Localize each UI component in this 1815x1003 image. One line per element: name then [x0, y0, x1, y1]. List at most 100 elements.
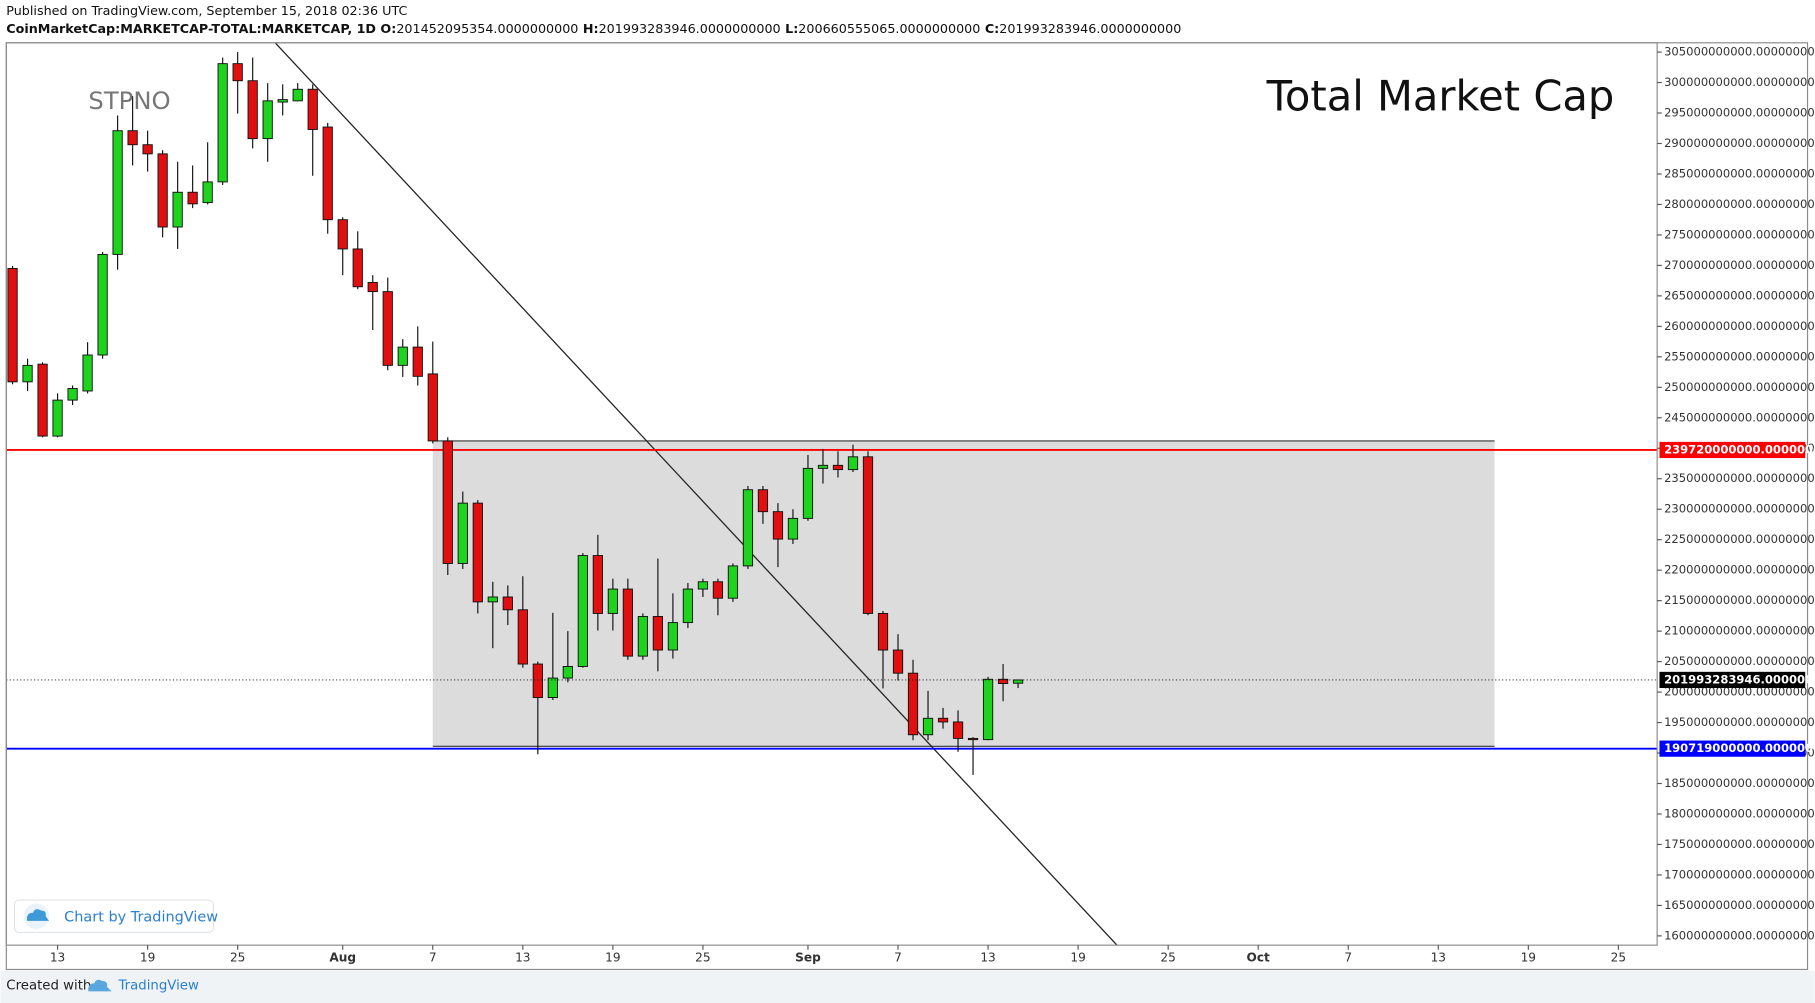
- candle-body: [457, 502, 468, 564]
- candle-body: [337, 219, 348, 250]
- x-tick-label: 25: [1160, 950, 1175, 964]
- badge-box[interactable]: [13, 899, 214, 934]
- price-label-box: [1659, 740, 1806, 757]
- candle-body: [112, 130, 123, 255]
- candle-body: [232, 63, 243, 82]
- x-tick-label: 13: [980, 950, 995, 964]
- last-price-label: 201993283946.0000000000: [1664, 672, 1815, 686]
- candle-body: [787, 517, 799, 540]
- candle-body: [277, 99, 288, 103]
- candle-body: [727, 565, 739, 599]
- x-tick-label: 13: [1431, 950, 1446, 964]
- candle-body: [367, 282, 378, 293]
- candle-body: [382, 291, 393, 366]
- candle-body: [97, 253, 108, 356]
- candle-body: [577, 555, 588, 667]
- candle-body: [757, 489, 769, 513]
- y-tick-label: 165000000000.0000000000: [1664, 898, 1815, 912]
- ohlc-value: 200660555065.0000000000: [798, 20, 980, 35]
- candle-body: [502, 596, 513, 611]
- candle-body: [247, 80, 258, 140]
- candle-body: [652, 616, 664, 651]
- ohlc-value: 201993283946.0000000000: [599, 20, 781, 35]
- y-tick-label: 275000000000.0000000000: [1664, 227, 1815, 241]
- chart-frame: [5, 42, 1809, 971]
- candle-body: [862, 456, 874, 614]
- y-tick-label: 205000000000.0000000000: [1664, 654, 1815, 668]
- price-label: 239720000000.0000000000: [1664, 442, 1815, 456]
- footer-text: Created with: [6, 979, 91, 994]
- candle-body: [412, 346, 423, 377]
- candle-body: [487, 596, 498, 603]
- ohlc-label: H:: [583, 20, 599, 35]
- candle-body: [967, 737, 979, 741]
- y-tick-label: 250000000000.0000000000: [1664, 380, 1815, 394]
- candle-body: [322, 126, 333, 221]
- badge-icon: [26, 909, 50, 921]
- candle-body: [22, 364, 33, 383]
- y-tick-label: 255000000000.0000000000: [1664, 349, 1815, 363]
- y-tick-label: 285000000000.0000000000: [1664, 166, 1815, 180]
- y-tick-label: 225000000000.0000000000: [1664, 532, 1815, 546]
- badge[interactable]: Chart by TradingView: [13, 899, 218, 934]
- y-tick-label: 305000000000.0000000000: [1664, 45, 1815, 59]
- candle-body: [472, 502, 483, 603]
- candle-body: [892, 649, 904, 674]
- candle-body: [937, 717, 949, 723]
- footer-bar: [0, 970, 1815, 1003]
- footer-brand[interactable]: TradingView: [118, 979, 199, 994]
- y-tick-label: 180000000000.0000000000: [1664, 806, 1815, 820]
- y-tick-label: 200000000000.0000000000: [1664, 685, 1815, 699]
- x-tick-label: 19: [140, 950, 155, 964]
- ohlc-value: 201993283946.0000000000: [999, 20, 1181, 35]
- candle-body: [817, 464, 829, 469]
- candle-body: [157, 153, 168, 228]
- y-tick-label: 300000000000.0000000000: [1664, 75, 1815, 89]
- badge-text[interactable]: Chart by TradingView: [64, 909, 218, 925]
- x-tick-label: Oct: [1247, 950, 1270, 964]
- candle-body: [172, 191, 183, 228]
- x-tick-label: 7: [894, 950, 902, 964]
- candle-body: [292, 88, 303, 102]
- candle-body: [592, 555, 603, 614]
- candle-body: [802, 467, 814, 519]
- candle-body: [877, 612, 889, 651]
- y-tick-label: 160000000000.0000000000: [1664, 928, 1815, 942]
- candle-body: [667, 622, 679, 651]
- last-price-box: [1659, 671, 1806, 689]
- y-tick-label: 210000000000.0000000000: [1664, 624, 1815, 638]
- candle-body: [832, 464, 844, 471]
- symbol-line: CoinMarketCap:MARKETCAP-TOTAL:MARKETCAP,…: [6, 20, 1181, 35]
- y-tick-label: 170000000000.0000000000: [1664, 867, 1815, 881]
- candle-body: [187, 191, 198, 205]
- candle-body: [352, 248, 363, 288]
- price-label-box: [1659, 441, 1806, 459]
- candle-body: [547, 677, 558, 699]
- candle-body: [52, 399, 63, 437]
- candle-body: [517, 609, 528, 665]
- symbol: CoinMarketCap:MARKETCAP-TOTAL:MARKETCAP,…: [6, 20, 376, 35]
- candle-body: [907, 672, 919, 736]
- ohlc-label: C:: [985, 20, 999, 35]
- candle-body: [142, 144, 153, 155]
- x-tick-label: 7: [1344, 950, 1352, 964]
- candle-body: [712, 581, 724, 599]
- x-tick-label: 7: [429, 950, 437, 964]
- y-tick-label: 230000000000.0000000000: [1664, 502, 1815, 516]
- y-tick-label: 270000000000.0000000000: [1664, 258, 1815, 272]
- y-tick-label: 280000000000.0000000000: [1664, 197, 1815, 211]
- candle-body: [922, 717, 934, 736]
- x-tick-label: Sep: [795, 950, 821, 964]
- candle-body: [442, 440, 453, 564]
- chart-title: Total Market Cap: [1266, 71, 1615, 120]
- x-tick-label: 25: [695, 950, 710, 964]
- candle-body: [622, 588, 633, 657]
- x-tick-label: 19: [1070, 950, 1085, 964]
- x-tick-label: 25: [230, 950, 245, 964]
- candle-body: [7, 267, 18, 383]
- trend-line: [274, 42, 1118, 946]
- ohlc-label: L:: [785, 20, 798, 35]
- ohlc-value: 201452095354.0000000000: [396, 20, 578, 35]
- candle-body: [307, 88, 318, 130]
